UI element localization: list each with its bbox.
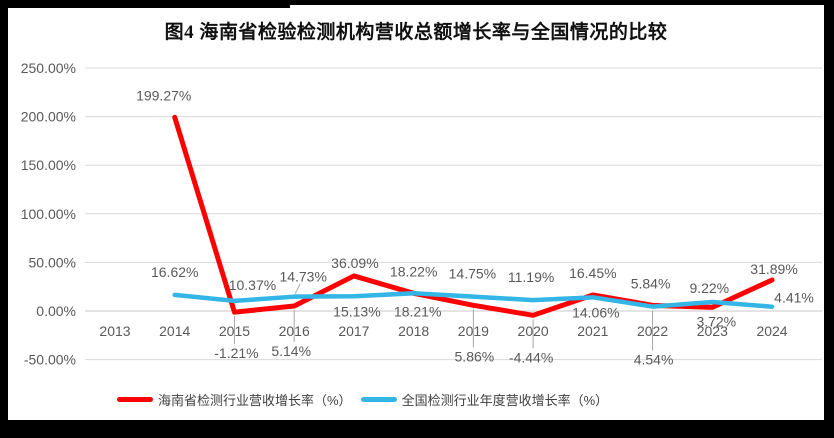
data-label: 5.84% [631,275,671,291]
x-tick-label: 2013 [99,323,130,339]
x-tick-label: 2021 [577,323,608,339]
x-tick-label: 2024 [756,323,787,339]
x-tick-label: 2019 [458,323,489,339]
data-label: 14.73% [279,269,326,285]
legend-label-hainan: 海南省检测行业营收增长率（%） [158,392,352,408]
y-tick-label: 250.00% [21,60,76,76]
label-leader-line [294,283,301,294]
data-label: 3.72% [696,313,736,329]
legend-line-sample-blue [360,396,397,402]
x-tick-label: 2018 [398,323,429,339]
data-label: 5.14% [271,343,311,359]
data-label: 18.22% [390,263,437,279]
y-tick-label: -50.00% [24,352,76,368]
data-label: 16.45% [569,265,616,281]
x-tick-label: 2020 [518,323,549,339]
data-label: -4.44% [509,349,553,365]
data-label: 4.41% [774,290,814,306]
x-tick-label: 2014 [159,323,190,339]
data-label: 14.06% [572,304,619,320]
y-tick-label: 0.00% [36,303,76,319]
x-tick-label: 2016 [279,323,310,339]
data-label: 199.27% [136,87,191,103]
viewer-border-top-left [0,0,290,8]
data-label: 31.89% [750,261,797,277]
legend-item-hainan: 海南省检测行业营收增长率（%） [117,390,352,409]
data-label: 11.19% [508,269,554,285]
y-tick-label: 200.00% [21,109,76,125]
chart-title: 图4 海南省检验检测机构营收总额增长率与全国情况的比较 [164,22,668,43]
data-label: 16.62% [151,264,198,280]
data-label: 15.13% [333,303,380,319]
data-label: 5.86% [455,348,495,364]
x-tick-label: 2022 [637,323,668,339]
viewer-border-bottom [0,420,834,438]
data-label: 18.21% [394,303,441,319]
series-line-1 [172,291,775,309]
data-label: 9.22% [689,280,729,296]
y-tick-label: 100.00% [21,206,76,222]
data-label: 4.54% [634,352,674,368]
data-label: 36.09% [331,255,378,271]
data-label: 10.37% [229,277,276,293]
x-tick-label: 2023 [697,323,728,339]
chart-legend: 海南省检测行业营收增长率（%） 全国检测行业年度营收增长率（%） [117,390,608,408]
legend-label-national: 全国检测行业年度营收增长率（%） [401,392,609,408]
data-label: -1.21% [214,345,258,361]
y-tick-label: 150.00% [21,157,76,173]
y-tick-label: 50.00% [29,254,76,270]
viewer-border-top [0,0,834,5]
x-tick-label: 2017 [338,323,369,339]
x-tick-label: 2015 [219,323,250,339]
viewer-border-right [824,0,834,438]
viewer-border-left [0,0,8,438]
legend-line-sample-red [117,396,153,402]
data-label: 14.75% [449,266,496,282]
legend-item-national: 全国检测行业年度营收增长率（%） [360,390,609,409]
